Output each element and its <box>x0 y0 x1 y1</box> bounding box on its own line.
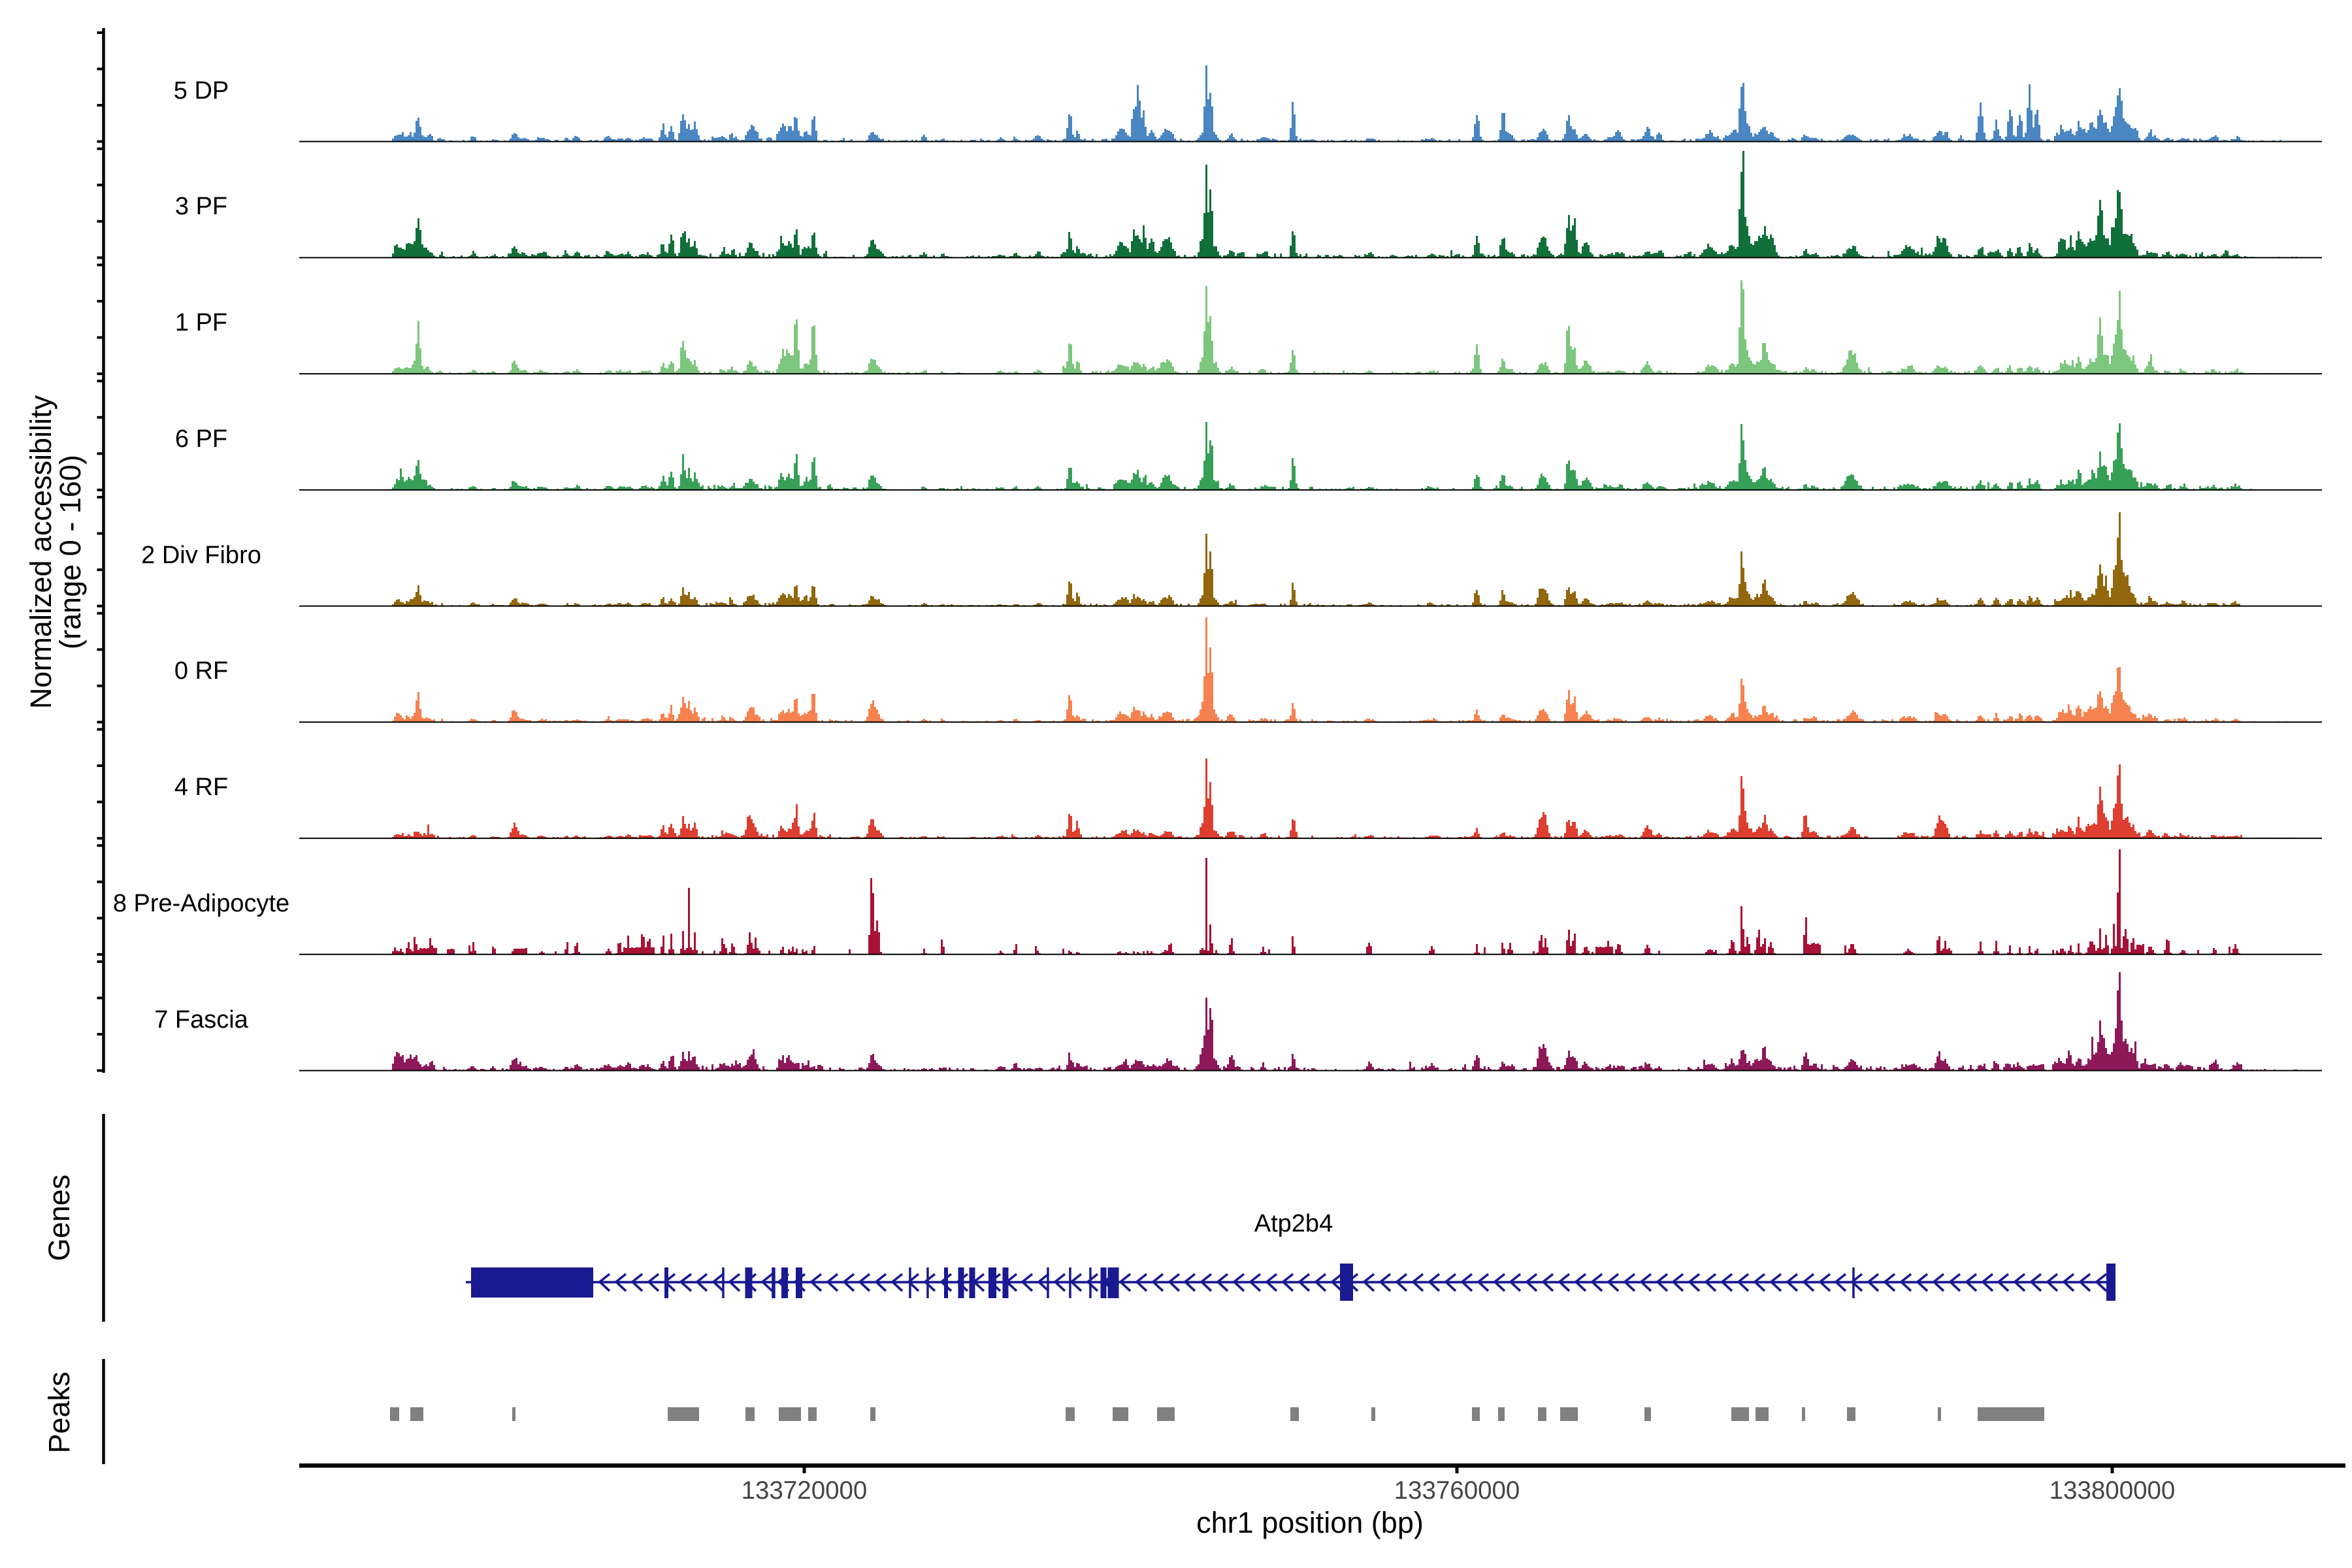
svg-text:1 PF: 1 PF <box>175 309 227 336</box>
svg-text:chr1 position (bp): chr1 position (bp) <box>1196 1506 1424 1539</box>
svg-text:Peaks: Peaks <box>42 1371 76 1453</box>
svg-text:2 Div Fibro: 2 Div Fibro <box>141 542 261 569</box>
svg-text:6 PF: 6 PF <box>175 425 227 453</box>
svg-text:Normalized accessibility: Normalized accessibility <box>24 395 57 709</box>
svg-text:0 RF: 0 RF <box>174 657 228 685</box>
svg-text:4 RF: 4 RF <box>174 774 228 801</box>
svg-text:133760000: 133760000 <box>1394 1477 1520 1505</box>
svg-text:7 Fascia: 7 Fascia <box>154 1006 248 1034</box>
svg-text:Genes: Genes <box>42 1175 76 1262</box>
svg-text:133800000: 133800000 <box>2050 1477 2176 1505</box>
svg-text:5 DP: 5 DP <box>174 77 229 105</box>
svg-text:Atp2b4: Atp2b4 <box>1254 1210 1333 1237</box>
svg-text:133720000: 133720000 <box>742 1477 868 1505</box>
svg-text:8 Pre-Adipocyte: 8 Pre-Adipocyte <box>113 890 289 917</box>
svg-text:3 PF: 3 PF <box>175 193 227 220</box>
svg-text:(range 0 - 160): (range 0 - 160) <box>54 455 87 649</box>
